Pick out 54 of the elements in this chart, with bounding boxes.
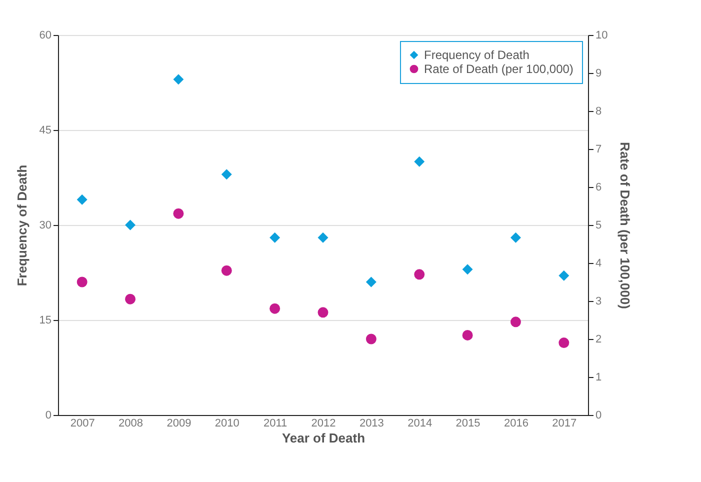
y2-tick-label: 4 <box>596 258 602 270</box>
y-tick-label: 0 <box>45 410 52 422</box>
y2-tick-label: 10 <box>596 30 608 42</box>
y2-tick-label: 8 <box>596 106 602 118</box>
point <box>462 330 473 340</box>
x-tick-label: 2015 <box>456 418 480 430</box>
y-axis-title: Frequency of Death <box>14 164 30 286</box>
point <box>366 334 376 344</box>
x-axis-title: Year of Death <box>282 430 366 446</box>
y-tick-label: 60 <box>39 30 52 42</box>
point <box>414 269 425 280</box>
x-tick-label: 2012 <box>311 418 336 430</box>
point <box>125 220 136 230</box>
y2-tick-label: 5 <box>596 220 602 232</box>
point <box>76 194 88 205</box>
y-tick-label: 30 <box>39 220 52 232</box>
y2-tick-label: 2 <box>596 334 602 346</box>
point <box>125 294 136 304</box>
y2-tick-label: 6 <box>596 182 602 194</box>
x-tick-label: 2017 <box>552 418 577 430</box>
x-tick-label: 2009 <box>166 418 192 430</box>
point <box>173 74 184 85</box>
x-tick-label: 2013 <box>359 418 384 430</box>
legend-label: Rate of Death (per 100,000) <box>424 62 574 76</box>
point <box>414 156 425 167</box>
y-tick-label: 45 <box>39 124 52 136</box>
x-tick-label: 2007 <box>70 418 95 430</box>
point <box>462 264 473 275</box>
point <box>318 232 328 243</box>
legend-label: Frequency of Death <box>424 48 530 62</box>
point <box>510 316 521 328</box>
x-tick-label: 2014 <box>408 418 432 430</box>
y2-tick-label: 9 <box>596 68 602 80</box>
point <box>221 169 232 180</box>
point <box>510 232 521 243</box>
point <box>366 276 376 288</box>
x-tick-label: 2008 <box>118 418 144 430</box>
y2-tick-label: 1 <box>596 372 602 384</box>
point <box>318 307 328 318</box>
y2-tick-label: 0 <box>596 410 602 422</box>
point <box>270 232 280 243</box>
x-tick-label: 2011 <box>263 418 288 430</box>
point <box>173 208 184 219</box>
point <box>76 276 88 288</box>
y-tick-label: 15 <box>39 314 52 326</box>
y2-tick-label: 7 <box>596 144 602 156</box>
x-tick-label: 2016 <box>504 418 528 430</box>
y2-tick-label: 3 <box>596 296 602 308</box>
y2-axis-title: Rate of Death (per 100,000) <box>618 142 633 309</box>
point <box>221 265 232 276</box>
point <box>558 270 570 281</box>
point <box>270 303 280 314</box>
x-tick-label: 2010 <box>214 418 240 430</box>
point <box>558 338 570 348</box>
